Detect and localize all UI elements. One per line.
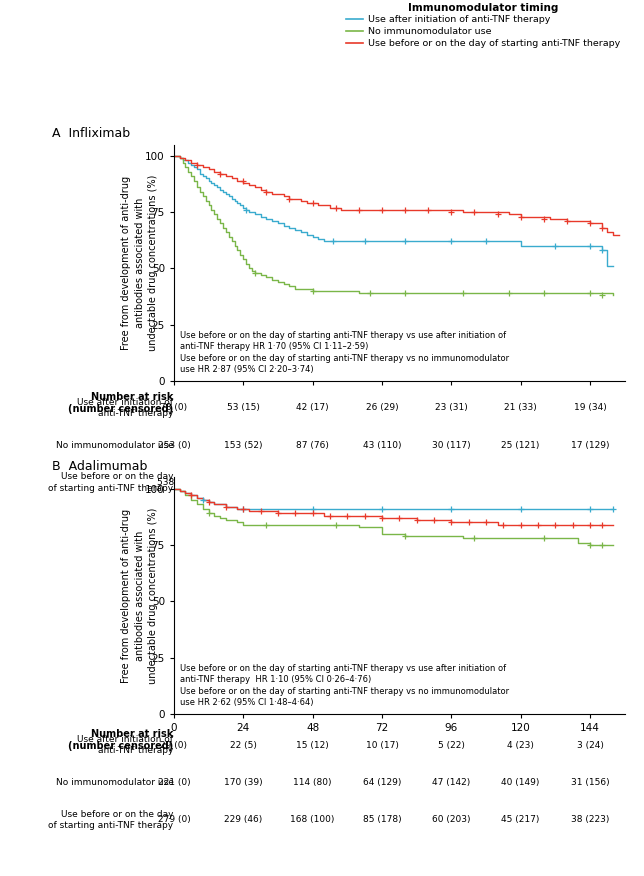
Text: 5 (22): 5 (22)	[438, 741, 465, 750]
Text: 30 (117): 30 (117)	[432, 441, 471, 449]
Text: No immunomodulator use: No immunomodulator use	[55, 441, 173, 449]
Text: 155 (285): 155 (285)	[429, 478, 473, 487]
Text: 42 (17): 42 (17)	[296, 404, 329, 413]
Text: 53 (15): 53 (15)	[227, 404, 260, 413]
Text: 60 (203): 60 (203)	[432, 816, 471, 824]
Text: 38 (223): 38 (223)	[571, 816, 609, 824]
Text: 22 (5): 22 (5)	[230, 741, 257, 750]
Y-axis label: Free from development of anti-drug
antibodies associated with
undectable drug co: Free from development of anti-drug antib…	[122, 174, 158, 351]
Text: 47 (142): 47 (142)	[432, 778, 470, 787]
Text: 15 (12): 15 (12)	[296, 741, 329, 750]
Text: 538 (0): 538 (0)	[157, 478, 191, 487]
Text: Use before or on the day of starting anti-TNF therapy vs use after initiation of: Use before or on the day of starting ant…	[180, 331, 509, 374]
Text: Number at risk
(number censored): Number at risk (number censored)	[68, 729, 173, 752]
Text: 45 (217): 45 (217)	[502, 816, 540, 824]
Text: 425 (82): 425 (82)	[224, 478, 262, 487]
Text: Use before or on the day of starting anti-TNF therapy vs use after initiation of: Use before or on the day of starting ant…	[180, 664, 509, 707]
Text: 19 (34): 19 (34)	[574, 404, 607, 413]
Text: Use before or on the day
of starting anti-TNF therapy: Use before or on the day of starting ant…	[48, 472, 173, 492]
Text: 31 (156): 31 (156)	[571, 778, 609, 787]
Text: 127 (306): 127 (306)	[498, 478, 543, 487]
Text: A  Infliximab: A Infliximab	[52, 127, 130, 140]
Legend: Use after initiation of anti-TNF therapy, No immunomodulator use, Use before or : Use after initiation of anti-TNF therapy…	[346, 3, 620, 48]
Text: 25 (121): 25 (121)	[502, 441, 540, 449]
Text: 221 (0): 221 (0)	[158, 778, 190, 787]
Text: 193 (252): 193 (252)	[360, 478, 404, 487]
Text: 168 (100): 168 (100)	[290, 816, 335, 824]
Text: 87 (76): 87 (76)	[296, 441, 329, 449]
Text: Use after initiation of
anti-TNF therapy: Use after initiation of anti-TNF therapy	[77, 735, 173, 755]
Text: 21 (33): 21 (33)	[504, 404, 537, 413]
Text: 85 (178): 85 (178)	[363, 816, 401, 824]
Text: 4 (23): 4 (23)	[507, 741, 534, 750]
Text: Number at risk
(number censored): Number at risk (number censored)	[68, 392, 173, 414]
Text: B  Adalimumab: B Adalimumab	[52, 460, 147, 473]
Text: 153 (52): 153 (52)	[224, 441, 263, 449]
Text: 229 (46): 229 (46)	[224, 816, 262, 824]
Text: 279 (0): 279 (0)	[158, 816, 190, 824]
Text: 40 (149): 40 (149)	[502, 778, 540, 787]
Text: 307 (149): 307 (149)	[290, 478, 335, 487]
Text: 26 (29): 26 (29)	[366, 404, 398, 413]
Text: No immunomodulator use: No immunomodulator use	[55, 778, 173, 787]
Text: 170 (39): 170 (39)	[224, 778, 263, 787]
Text: 64 (129): 64 (129)	[363, 778, 401, 787]
Text: 95 (335): 95 (335)	[571, 478, 609, 487]
Y-axis label: Free from development of anti-drug
antibodies associated with
undectable drug co: Free from development of anti-drug antib…	[122, 507, 158, 684]
Text: 29 (0): 29 (0)	[160, 741, 187, 750]
Text: 10 (17): 10 (17)	[366, 741, 399, 750]
Text: 114 (80): 114 (80)	[293, 778, 332, 787]
Text: 253 (0): 253 (0)	[158, 441, 190, 449]
Text: 17 (129): 17 (129)	[571, 441, 609, 449]
Text: 3 (24): 3 (24)	[576, 741, 603, 750]
Text: Use before or on the day
of starting anti-TNF therapy: Use before or on the day of starting ant…	[48, 809, 173, 830]
Text: 78 (0): 78 (0)	[160, 404, 187, 413]
Text: 43 (110): 43 (110)	[363, 441, 401, 449]
Text: Use after initiation of
anti-TNF therapy: Use after initiation of anti-TNF therapy	[77, 398, 173, 418]
Text: 23 (31): 23 (31)	[435, 404, 468, 413]
